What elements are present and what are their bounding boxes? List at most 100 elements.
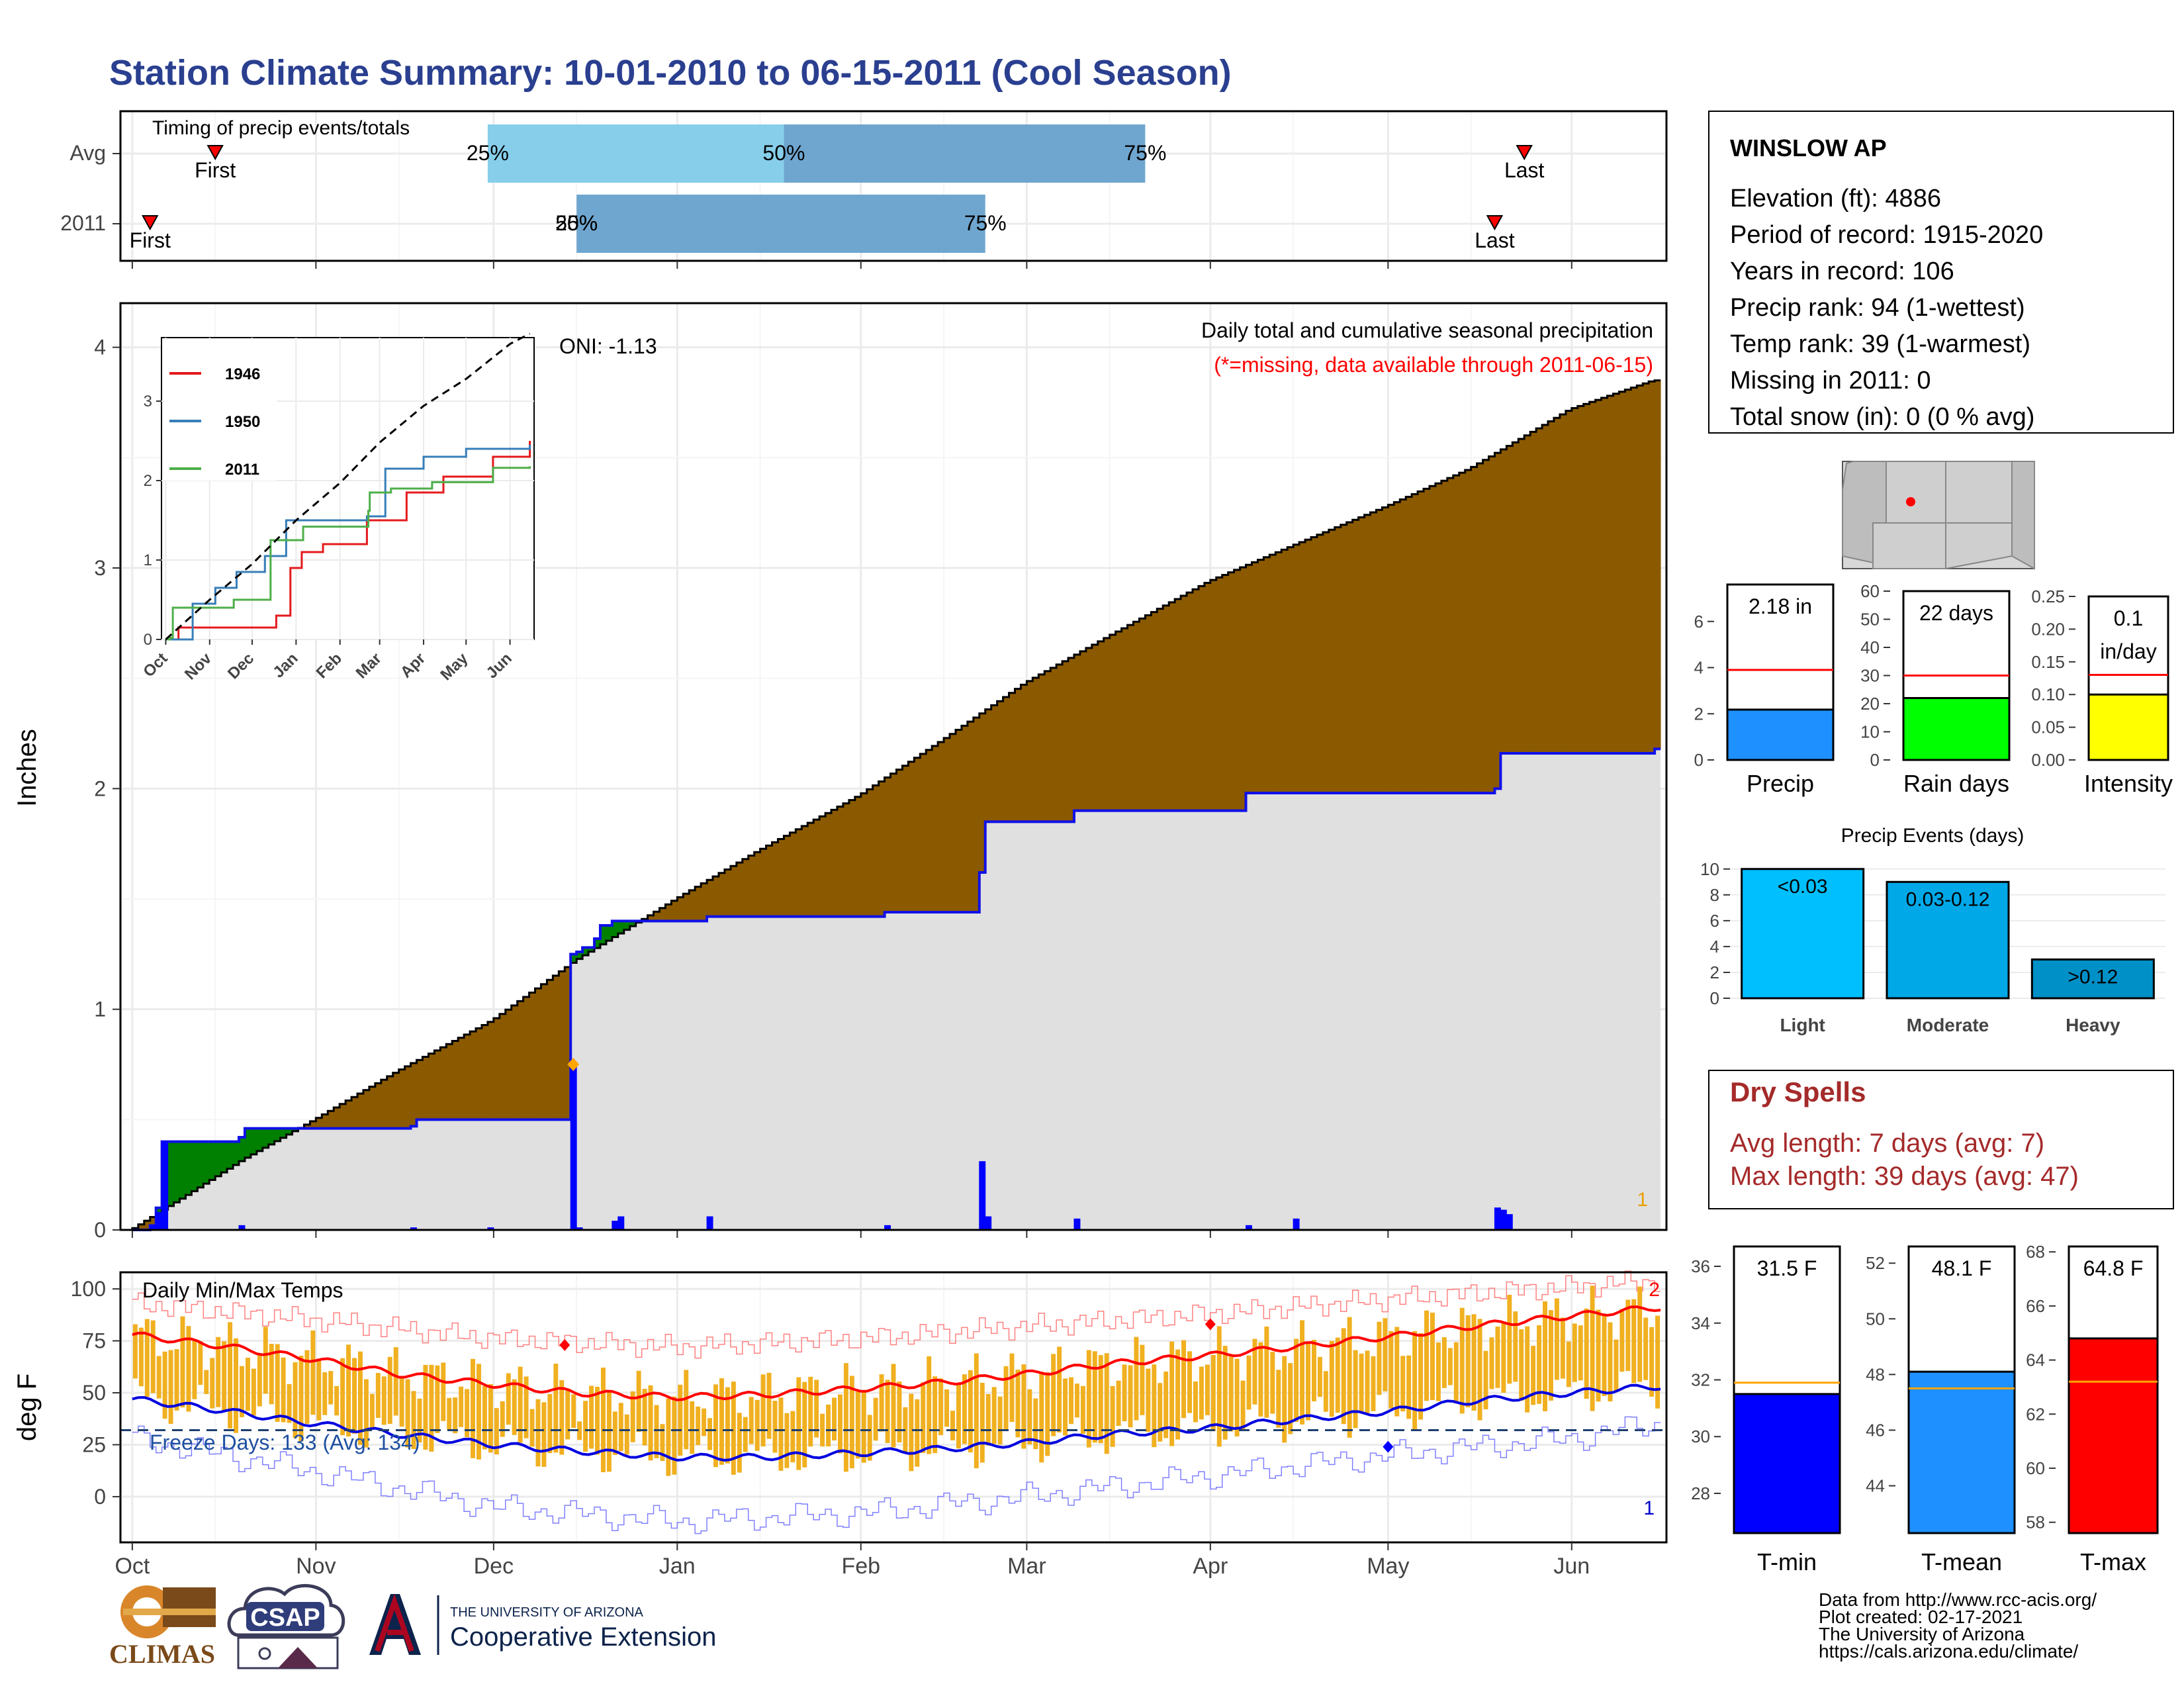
temp-daily-bar: [766, 1372, 772, 1439]
events-category-label: Light: [1780, 1015, 1825, 1035]
temp-daily-bar: [1418, 1333, 1424, 1420]
temp-daily-bar: [447, 1397, 452, 1430]
temp-daily-bar: [358, 1351, 363, 1445]
temp-daily-bar: [441, 1362, 446, 1421]
precip-avg-cumulative-line: [131, 379, 1661, 1230]
temp-daily-bar: [606, 1391, 612, 1472]
temp-daily-bar: [1069, 1377, 1073, 1425]
temp-daily-bar: [1282, 1356, 1287, 1443]
temp-daily-bar: [547, 1393, 553, 1454]
temp-daily-bar: [1483, 1350, 1488, 1410]
temp-daily-bar: [885, 1380, 890, 1443]
temp-daily-bar: [1531, 1346, 1536, 1405]
temp-daily-bar: [1465, 1315, 1471, 1408]
temp-ytick-label: 50: [82, 1381, 106, 1405]
temp-daily-bar: [494, 1408, 499, 1455]
temp-daily-bar: [861, 1391, 866, 1463]
temp-daily-bar: [796, 1377, 801, 1470]
minibar-ytick-label: 60: [1860, 581, 1880, 601]
timing-q25-label: 25%: [555, 211, 598, 235]
month-xtick-label: Oct: [114, 1554, 150, 1579]
temp-daily-bar: [1021, 1364, 1026, 1449]
month-xtick-label: Apr: [1193, 1554, 1228, 1579]
temp-daily-bar: [1602, 1313, 1607, 1396]
temp-daily-bar: [1341, 1328, 1346, 1425]
temp-daily-bar: [1210, 1354, 1216, 1432]
minibar-tmax: 58 60 62 64 66 68 64.8 F T-max: [2026, 1242, 2171, 1575]
temp-daily-bar: [411, 1391, 416, 1449]
minibar-value-label: 64.8 F: [2083, 1256, 2144, 1280]
temp-daily-bar: [340, 1358, 345, 1436]
events-ytick-label: 4: [1710, 937, 1719, 957]
temp-daily-bar: [138, 1327, 144, 1387]
inset-legend-label-1946: 1946: [225, 365, 260, 383]
precip-daily-bar: [706, 1216, 713, 1231]
temp-daily-bar: [1383, 1318, 1388, 1391]
temp-daily-bar: [1187, 1351, 1192, 1413]
inset-ytick-label: 1: [144, 551, 152, 569]
events-bar-label: 0.03-0.12: [1906, 888, 1990, 910]
temp-daily-bar: [1240, 1380, 1246, 1431]
temp-daily-bar: [222, 1341, 227, 1411]
temp-ytick-label: 0: [94, 1485, 106, 1509]
station-temp-rank: Temp rank: 39 (1-warmest): [1730, 330, 2030, 358]
temp-daily-bar: [1122, 1364, 1127, 1422]
events-bar-label: <0.03: [1778, 876, 1828, 898]
temp-daily-bar: [1128, 1365, 1133, 1428]
temp-daily-bar: [991, 1387, 997, 1444]
temp-daily-bar: [666, 1398, 671, 1476]
temp-daily-bar: [1264, 1326, 1269, 1418]
minibar-ytick-label: 68: [2026, 1242, 2045, 1262]
temp-daily-bar: [944, 1389, 950, 1427]
credit-url: https://cals.arizona.edu/climate/: [1819, 1641, 2078, 1662]
temp-daily-bar: [1359, 1353, 1364, 1413]
temp-daily-bar: [802, 1382, 807, 1468]
temp-daily-bar: [979, 1382, 985, 1463]
temp-daily-bar: [624, 1414, 629, 1455]
temp-daily-bar: [1596, 1309, 1601, 1402]
precip-daily-bar: [612, 1221, 619, 1231]
minibar-value-bar: [1902, 697, 2011, 761]
temp-daily-bar: [618, 1403, 623, 1452]
temp-daily-bar: [997, 1396, 1003, 1445]
temp-lower-count: 1: [1643, 1497, 1655, 1519]
temp-daily-bar: [1294, 1338, 1299, 1422]
temp-daily-bar: [216, 1336, 221, 1407]
temp-daily-bar: [1027, 1389, 1032, 1445]
minibar-ytick-label: 62: [2026, 1404, 2045, 1424]
temp-daily-bar: [1074, 1383, 1079, 1418]
temp-daily-bar: [713, 1384, 718, 1468]
minibar-category-label: T-max: [2080, 1548, 2146, 1575]
inset-series-1946: [165, 441, 531, 641]
temp-daily-bar: [399, 1378, 404, 1427]
temp-daily-bar: [654, 1405, 659, 1458]
temp-chart-title: Daily Min/Max Temps: [142, 1278, 343, 1302]
month-xtick-label: Dec: [474, 1554, 514, 1579]
minibar-rain_days: 0 10 20 30 40 50 60 22 days Rain days: [1860, 581, 2023, 797]
temp-daily-bar: [529, 1409, 535, 1447]
month-xtick-label: Jan: [659, 1554, 696, 1579]
temp-daily-bar: [293, 1362, 298, 1438]
temp-daily-bar: [571, 1394, 576, 1429]
temp-daily-bar: [198, 1340, 203, 1385]
temp-daily-bar: [1441, 1337, 1447, 1388]
precip-daily-bar: [1293, 1218, 1300, 1231]
temp-daily-bar: [1234, 1358, 1240, 1436]
temp-daily-bar: [1306, 1341, 1310, 1421]
minibar-ytick-label: 0.20: [2031, 619, 2065, 639]
temp-daily-bar: [1104, 1353, 1109, 1454]
ua-logo-big: Cooperative Extension: [450, 1622, 716, 1652]
temp-daily-bar: [1288, 1363, 1293, 1434]
credit-plot-created: Plot created: 02-17-2021: [1819, 1607, 2023, 1627]
precip-daily-bar: [161, 1141, 169, 1231]
dry-spells-max: Max length: 39 days (avg: 47): [1730, 1162, 2079, 1191]
temp-daily-bar: [1216, 1326, 1222, 1447]
minibar-value-bar: [1726, 708, 1835, 761]
temp-daily-bar: [186, 1326, 191, 1412]
precip-chart-subtitle: (*=missing, data available through 2011-…: [1214, 353, 1653, 377]
temp-daily-bar: [1347, 1317, 1352, 1438]
temp-daily-bar: [743, 1417, 748, 1452]
temp-daily-bar: [1317, 1356, 1322, 1397]
